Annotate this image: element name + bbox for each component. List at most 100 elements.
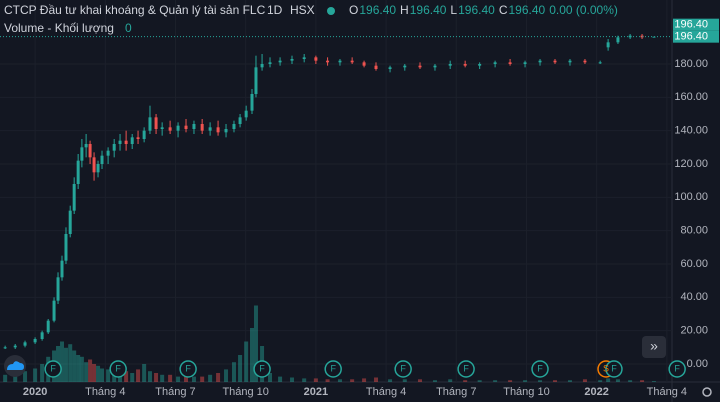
event-marker — [457, 360, 475, 378]
interval[interactable]: 1D — [267, 3, 283, 17]
volume-bar — [3, 374, 8, 382]
candle-body — [652, 36, 656, 38]
volume-bar — [231, 362, 236, 382]
candle-body — [13, 345, 17, 348]
event-marker — [179, 360, 197, 378]
volume-bar — [200, 376, 205, 382]
event-marker — [44, 360, 62, 378]
candle-body — [136, 137, 140, 139]
volume-bar — [313, 378, 318, 382]
volume-bar — [250, 328, 254, 382]
candle-body — [523, 62, 527, 64]
volume-bar — [432, 380, 437, 382]
candle-body — [176, 125, 180, 131]
candle-body — [232, 124, 236, 129]
candle-body — [100, 155, 104, 164]
volume-bar — [76, 355, 81, 382]
volume-label[interactable]: Volume - Khối lượng — [4, 21, 114, 35]
symbol-title[interactable]: CTCP Đầu tư khai khoáng & Quản lý tài sả… — [4, 3, 266, 17]
volume-bar — [142, 364, 147, 382]
volume-bar — [290, 377, 295, 382]
candle-body — [493, 62, 497, 64]
x-tick-label: Tháng 10 — [503, 386, 549, 398]
candle-body — [238, 117, 242, 124]
price-tag — [673, 18, 719, 31]
price-tag-label: 196.40 — [674, 19, 708, 31]
candle-body — [84, 144, 88, 148]
volume-bar — [493, 380, 498, 382]
volume-bar — [216, 373, 221, 382]
scroll-button[interactable] — [642, 336, 666, 358]
candle-body — [260, 64, 264, 68]
volume-bar — [79, 356, 84, 382]
candle-body — [192, 124, 196, 129]
candle-body — [598, 62, 602, 64]
candle-body — [92, 157, 96, 173]
ohlc-key: H — [400, 3, 409, 17]
volume-bar — [253, 305, 258, 382]
volume-bar — [100, 368, 105, 382]
candle-body — [338, 60, 342, 63]
candle-body — [40, 332, 44, 339]
volume-bar — [606, 378, 611, 382]
volume-bar — [244, 341, 249, 382]
candle-body — [72, 184, 76, 211]
volume-bar — [60, 341, 65, 382]
volume-bar — [72, 350, 77, 382]
candle-body — [616, 37, 620, 43]
event-label: F — [330, 363, 336, 373]
volume-bar — [33, 368, 38, 382]
candle-body — [60, 260, 64, 278]
candle-body — [68, 210, 72, 234]
ohlc-legend: O 196.40 H 196.40 L 196.40 C 196.40 0.00 (0.00%) — [349, 3, 618, 17]
y-tick-label: 140.00 — [674, 125, 708, 137]
volume-bar — [463, 380, 468, 382]
status-dot — [327, 7, 335, 15]
volume-bar — [168, 374, 173, 382]
candle-body — [168, 127, 172, 131]
price-tag — [673, 30, 719, 43]
volume-bar — [13, 373, 18, 382]
settings-icon[interactable] — [702, 387, 712, 397]
x-tick-label: Tháng 4 — [647, 386, 687, 398]
volume-bar — [92, 364, 97, 382]
event-label: F — [674, 363, 680, 373]
event-marker — [109, 360, 127, 378]
event-marker — [394, 360, 412, 378]
volume-bar — [106, 369, 111, 382]
volume-value: 0 — [125, 21, 132, 35]
event-label: F — [611, 363, 617, 373]
volume-bar — [325, 379, 330, 382]
candle-body — [478, 64, 482, 66]
x-tick-label: Tháng 7 — [155, 386, 195, 398]
volume-bar — [582, 379, 587, 382]
volume-bar — [374, 377, 379, 382]
candle-body — [106, 150, 110, 156]
candle-body — [76, 160, 80, 184]
volume-bar — [402, 379, 407, 382]
candle-body — [538, 60, 542, 63]
candle-body — [3, 347, 7, 349]
volume-bar — [350, 379, 355, 382]
x-tick-label: Tháng 4 — [85, 386, 125, 398]
candle-body — [130, 137, 134, 144]
candle-body — [160, 127, 164, 129]
volume-bar — [477, 380, 482, 382]
candle-body — [403, 65, 407, 68]
candle-body — [606, 42, 610, 48]
volume-bar — [538, 380, 543, 382]
x-tick-label: 2020 — [23, 386, 47, 398]
volume-bar — [63, 347, 68, 382]
volume-bar — [84, 362, 89, 382]
volume-bar — [523, 380, 528, 382]
volume-bar — [302, 378, 307, 382]
candle-body — [326, 60, 330, 63]
candle-body — [208, 127, 212, 131]
y-tick-label: 100.00 — [674, 191, 708, 203]
candle-body — [200, 124, 204, 131]
volume-bar — [88, 359, 93, 382]
volume-bar — [147, 371, 152, 382]
exchange[interactable]: HSX — [290, 3, 315, 17]
candle-body — [244, 110, 248, 118]
